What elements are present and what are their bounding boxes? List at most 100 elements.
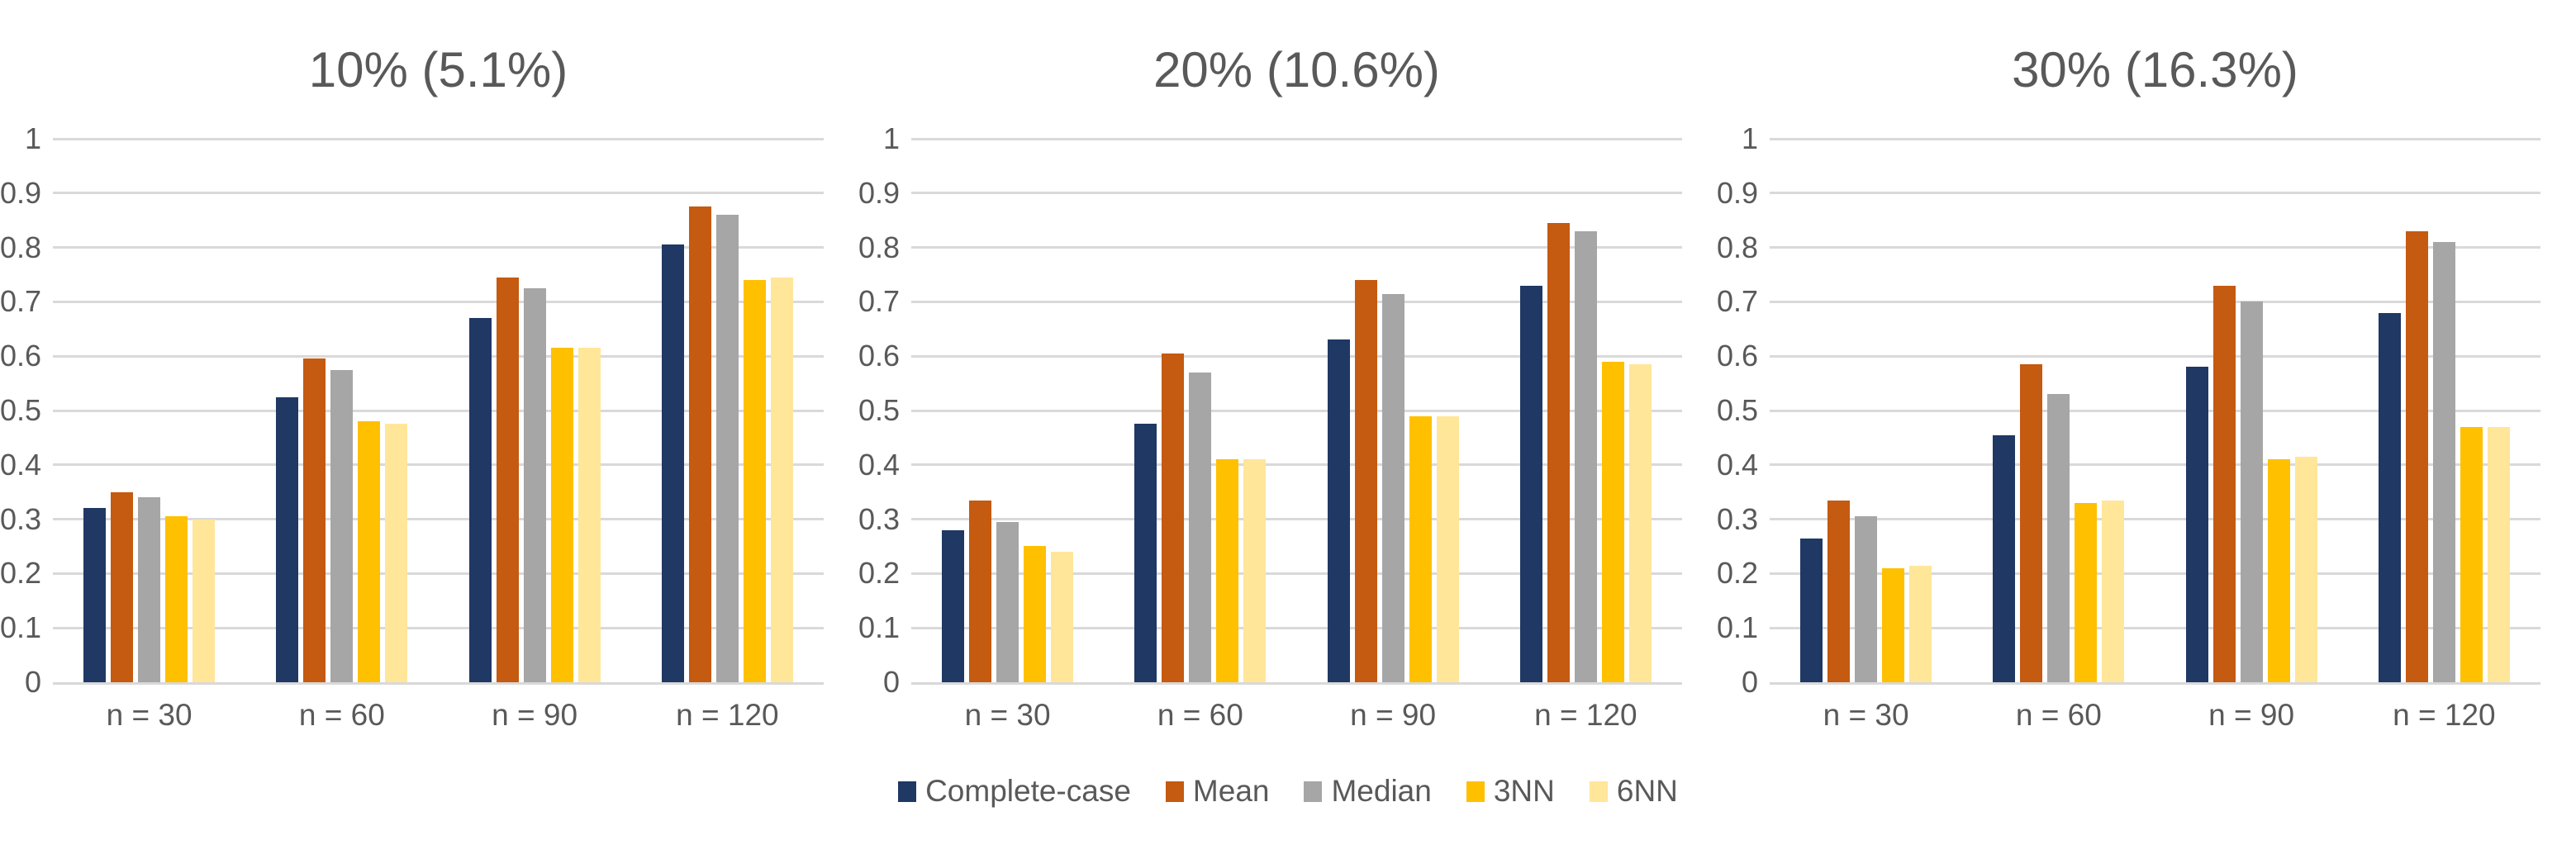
bar <box>1216 459 1239 682</box>
bar-group <box>245 139 438 682</box>
y-tick-label: 0.4 <box>0 447 41 482</box>
legend-item: 6NN <box>1589 774 1678 809</box>
y-tick-label: 0.9 <box>0 175 41 210</box>
bar <box>1436 416 1459 682</box>
bar-groups <box>911 139 1682 682</box>
bar <box>1327 339 1350 682</box>
bar <box>2405 231 2428 682</box>
bar-group <box>1770 139 1962 682</box>
x-tick-label: n = 60 <box>2015 698 2102 732</box>
bar <box>1800 539 1823 682</box>
bar <box>2047 394 2070 682</box>
legend-swatch <box>1304 781 1323 802</box>
y-tick-label: 0.5 <box>858 393 900 427</box>
bar-groups <box>53 139 824 682</box>
gridline <box>911 409 1682 412</box>
gridline <box>53 246 824 249</box>
y-tick-label: 0.7 <box>1716 284 1758 319</box>
y-tick-label: 0.6 <box>858 339 900 373</box>
y-tick-label: 0.7 <box>858 284 900 319</box>
y-tick-label: 0.8 <box>858 230 900 264</box>
bar-group <box>1962 139 2155 682</box>
y-tick-label: 0 <box>882 665 900 699</box>
bar <box>1134 424 1157 682</box>
gridline <box>911 518 1682 521</box>
chart-title: 30% (16.3%) <box>2012 41 2298 97</box>
x-tick-label: n = 30 <box>106 698 192 732</box>
gridline <box>1770 137 2540 140</box>
x-tick-label: n = 120 <box>2393 698 2496 732</box>
bar <box>2212 286 2236 682</box>
legend-label: 6NN <box>1616 774 1678 808</box>
x-tick-label: n = 90 <box>492 698 578 732</box>
legend-label: Complete-case <box>925 774 1131 808</box>
bar-group <box>631 139 824 682</box>
gridline <box>911 626 1682 629</box>
y-tick-label: 0.3 <box>0 501 41 536</box>
bar <box>1628 364 1652 682</box>
bar <box>2378 313 2401 682</box>
gridline <box>53 409 824 412</box>
bar <box>550 348 573 682</box>
x-axis-labels: n = 30 n = 60 n = 90 n = 120 <box>911 698 1682 733</box>
gridline <box>1770 246 2540 249</box>
bar <box>715 215 739 682</box>
legend-item: Median <box>1304 774 1432 809</box>
y-tick-label: 0.5 <box>1716 393 1758 427</box>
x-tick-label: n = 90 <box>1350 698 1437 732</box>
bar <box>2240 301 2263 682</box>
bar <box>577 348 601 682</box>
gridline <box>911 354 1682 358</box>
bar <box>138 497 161 682</box>
gridline <box>53 354 824 358</box>
chart-panel: 10% (5.1%) 0 0.1 0.2 0.3 0.4 0.5 0.6 0.7 0.8 0.9 1 n… <box>0 0 858 733</box>
chart-title: 10% (5.1%) <box>308 41 568 97</box>
x-tick-label: n = 60 <box>1157 698 1243 732</box>
chart-title: 20% (10.6%) <box>1153 41 1440 97</box>
gridline <box>911 246 1682 249</box>
chart-panel: 30% (16.3%) 0 0.1 0.2 0.3 0.4 0.5 0.6 0.7 0.8 0.9 1… <box>1717 0 2575 733</box>
bar <box>1381 294 1404 682</box>
legend-item: Mean <box>1165 774 1269 809</box>
y-tick-label: 0.1 <box>0 610 41 645</box>
gridline <box>1770 463 2540 467</box>
x-tick-label: n = 30 <box>1823 698 1909 732</box>
gridline <box>911 137 1682 140</box>
y-tick-label: 0.2 <box>0 556 41 591</box>
legend: Complete-case Mean Median 3NN 6NN <box>0 774 2576 809</box>
y-tick-label: 0.5 <box>0 393 41 427</box>
bar <box>2294 457 2317 682</box>
bar <box>1024 546 1047 682</box>
y-tick-label: 0.4 <box>1716 447 1758 482</box>
bar <box>2075 503 2098 682</box>
legend-swatch <box>1466 781 1485 802</box>
bar <box>1519 286 1542 682</box>
gridline <box>1770 572 2540 575</box>
y-tick-label: 0.8 <box>1716 230 1758 264</box>
bar <box>996 522 1019 682</box>
bar-group <box>1104 139 1296 682</box>
bar <box>523 288 546 682</box>
bar <box>303 358 326 682</box>
bar <box>2020 364 2043 682</box>
bar <box>385 424 408 682</box>
y-tick-label: 1 <box>1741 121 1758 155</box>
gridline <box>911 192 1682 195</box>
bar <box>942 530 965 682</box>
x-axis-labels: n = 30 n = 60 n = 90 n = 120 <box>53 698 824 733</box>
gridline <box>911 300 1682 303</box>
gridline <box>1770 354 2540 358</box>
bar-group <box>53 139 245 682</box>
bar <box>1993 435 2016 682</box>
bar-group <box>2155 139 2348 682</box>
bar <box>661 244 684 682</box>
y-tick-label: 0.2 <box>858 556 900 591</box>
chart-row: 10% (5.1%) 0 0.1 0.2 0.3 0.4 0.5 0.6 0.7 0.8 0.9 1 n… <box>0 0 2575 733</box>
gridline <box>911 463 1682 467</box>
gridline <box>1770 300 2540 303</box>
bar <box>1354 280 1377 682</box>
legend-swatch <box>1165 781 1184 802</box>
legend-item: 3NN <box>1466 774 1555 809</box>
bar <box>1409 416 1432 682</box>
